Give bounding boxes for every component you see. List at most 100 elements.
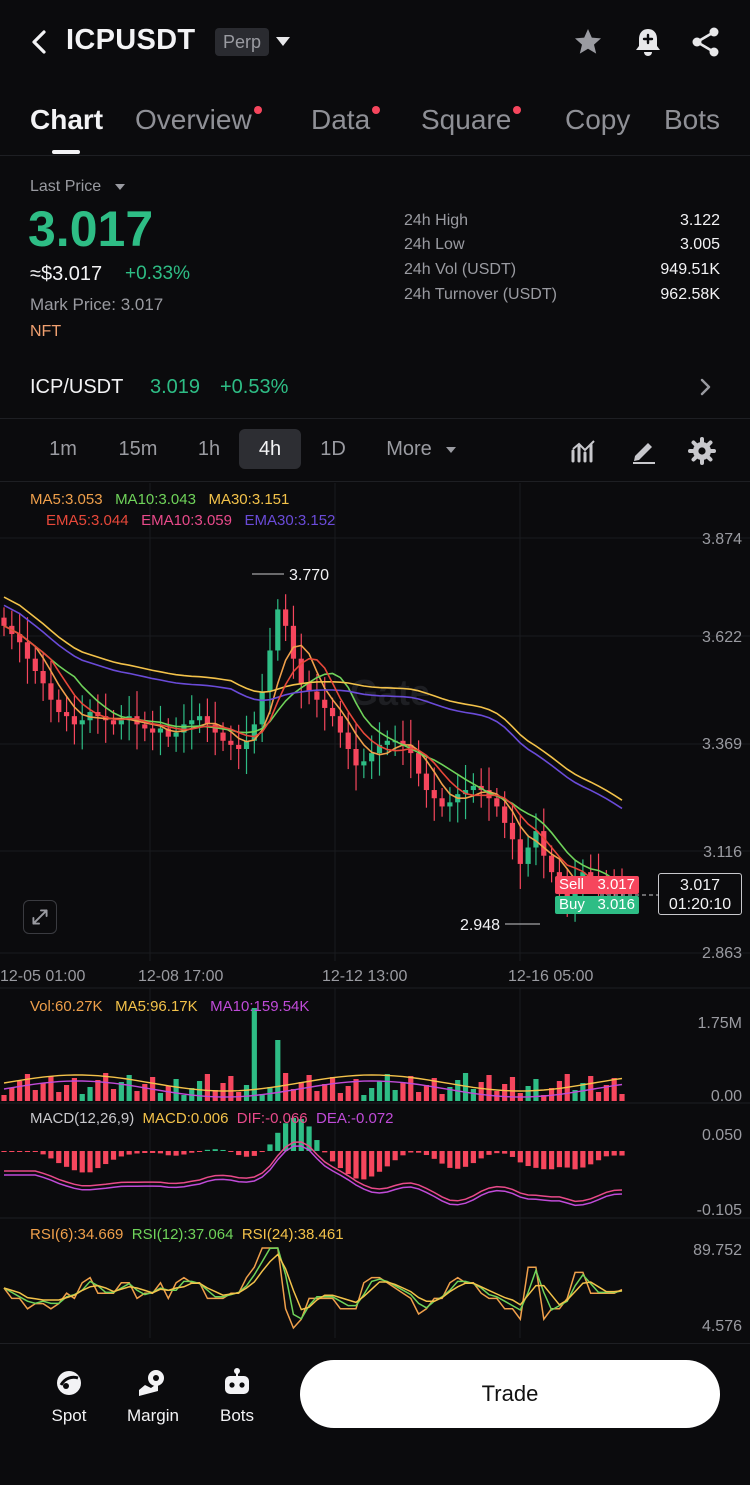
nav-spot[interactable]: Spot: [34, 1366, 104, 1426]
volume-bar: [298, 1082, 304, 1101]
volume-bar: [361, 1095, 367, 1101]
tab-bots[interactable]: Bots: [664, 104, 721, 135]
candle-body: [533, 831, 539, 848]
pair-change: +0.53%: [220, 376, 289, 398]
tab-chart[interactable]: Chart: [30, 104, 104, 135]
macd-histogram-bar: [611, 1151, 617, 1156]
macd-histogram-bar: [32, 1151, 38, 1152]
nav-bots[interactable]: Bots: [202, 1366, 272, 1426]
spot-pair-row[interactable]: ICP/USDT 3.019 +0.53%: [0, 365, 750, 411]
x-tick-label: 12-08 17:00: [138, 968, 224, 985]
tab-square[interactable]: Square: [421, 104, 522, 136]
stat-label: 24h High: [404, 212, 469, 229]
mark-price: Mark Price: 3.017: [30, 295, 164, 314]
nav-margin[interactable]: Margin: [118, 1366, 188, 1426]
symbol-title[interactable]: ICPUSDT: [66, 24, 196, 56]
stat-label: 24h Vol (USDT): [404, 261, 517, 278]
volume-bar: [157, 1093, 164, 1101]
chevron-right-icon[interactable]: [694, 376, 716, 398]
macd-histogram-bar: [329, 1151, 336, 1162]
volume-bar: [165, 1086, 171, 1101]
candle-body: [486, 790, 492, 799]
star-icon[interactable]: [572, 26, 604, 58]
macd-histogram-bar: [580, 1151, 586, 1168]
macd-histogram-bar: [603, 1151, 609, 1157]
macd-histogram-bar: [17, 1151, 23, 1152]
candle-body: [259, 691, 265, 725]
share-icon[interactable]: [690, 26, 722, 58]
candle-countdown: 01:20:10: [668, 896, 732, 913]
interval-4h[interactable]: 4h: [239, 429, 301, 469]
ema30-line: [3, 604, 623, 810]
candle-body: [431, 790, 437, 799]
candle-body: [165, 728, 171, 737]
chevron-down-icon[interactable]: [446, 447, 456, 453]
candle-body: [337, 716, 343, 733]
macd-histogram-bar: [423, 1151, 430, 1156]
macd-histogram-bar: [204, 1149, 210, 1151]
notification-dot: [372, 106, 381, 114]
macd-histogram-bar: [416, 1151, 422, 1153]
volume-bar: [400, 1083, 406, 1101]
bell-add-icon[interactable]: [632, 26, 664, 58]
settings-gear-icon[interactable]: [688, 437, 716, 465]
indicator-icon[interactable]: [570, 437, 598, 465]
macd-histogram-bar: [595, 1151, 602, 1161]
back-icon[interactable]: [26, 28, 54, 56]
tab-overview[interactable]: Overview: [135, 104, 262, 136]
candle-body: [275, 609, 281, 651]
macd-histogram-bar: [220, 1149, 226, 1151]
candle-body: [40, 670, 46, 684]
volume-bar: [345, 1086, 351, 1101]
candle-body: [267, 650, 273, 692]
candle-body: [204, 716, 210, 725]
current-price-box: 3.017 01:20:10: [658, 873, 742, 915]
volume-bar: [1, 1095, 7, 1101]
interval-15m[interactable]: 15m: [118, 438, 158, 460]
macd-histogram-bar: [361, 1151, 367, 1180]
trade-button[interactable]: Trade: [300, 1360, 720, 1428]
volume-bar: [369, 1088, 375, 1101]
candle-body: [196, 716, 203, 721]
chevron-down-icon[interactable]: [115, 184, 125, 190]
price-usd: ≈$3.017: [30, 263, 103, 285]
kline-chart[interactable]: Gate 3.874 3.622 3.369 3.116 2.863 12-05…: [0, 483, 750, 1343]
interval-1d[interactable]: 1D: [320, 438, 346, 460]
interval-1m[interactable]: 1m: [49, 438, 77, 460]
category-tag[interactable]: NFT: [30, 323, 62, 340]
macd-histogram-bar: [470, 1151, 476, 1164]
candle-body: [329, 707, 336, 717]
candle-body: [157, 728, 164, 733]
macd-histogram-bar: [376, 1151, 383, 1172]
volume-ma5-line: [3, 1074, 623, 1092]
candle-body: [423, 773, 430, 791]
volume-bar: [40, 1083, 46, 1101]
candle-body: [361, 761, 367, 766]
volume-bar: [87, 1087, 93, 1101]
macd-histogram-bar: [337, 1151, 343, 1169]
chevron-down-icon[interactable]: [276, 37, 290, 46]
vol-tick-label: 1.75M: [698, 1015, 742, 1032]
candle-body: [189, 720, 195, 725]
candle-body: [24, 642, 31, 659]
tab-copy[interactable]: Copy: [565, 104, 631, 135]
candle-body: [400, 740, 406, 745]
ma-legend: MA5:3.053 MA10:3.043 MA30:3.151: [30, 491, 290, 508]
volume-bar: [243, 1085, 250, 1101]
last-price-label[interactable]: Last Price: [30, 178, 102, 195]
candle-body: [462, 790, 469, 795]
moving-average-lines: [3, 596, 623, 885]
interval-more[interactable]: More: [386, 438, 432, 460]
interval-1h[interactable]: 1h: [197, 438, 221, 460]
candle-body: [502, 806, 508, 823]
volume-bar: [314, 1091, 320, 1101]
fullscreen-expand-icon[interactable]: [23, 900, 57, 934]
volume-bar: [416, 1092, 422, 1101]
macd-histogram-bar: [103, 1151, 109, 1165]
candle-body: [416, 753, 422, 774]
tab-data[interactable]: Data: [311, 104, 381, 136]
draw-pencil-icon[interactable]: [630, 437, 658, 465]
candle-body: [181, 724, 187, 733]
macd-histogram-bar: [267, 1144, 273, 1151]
candle-body: [63, 712, 70, 717]
